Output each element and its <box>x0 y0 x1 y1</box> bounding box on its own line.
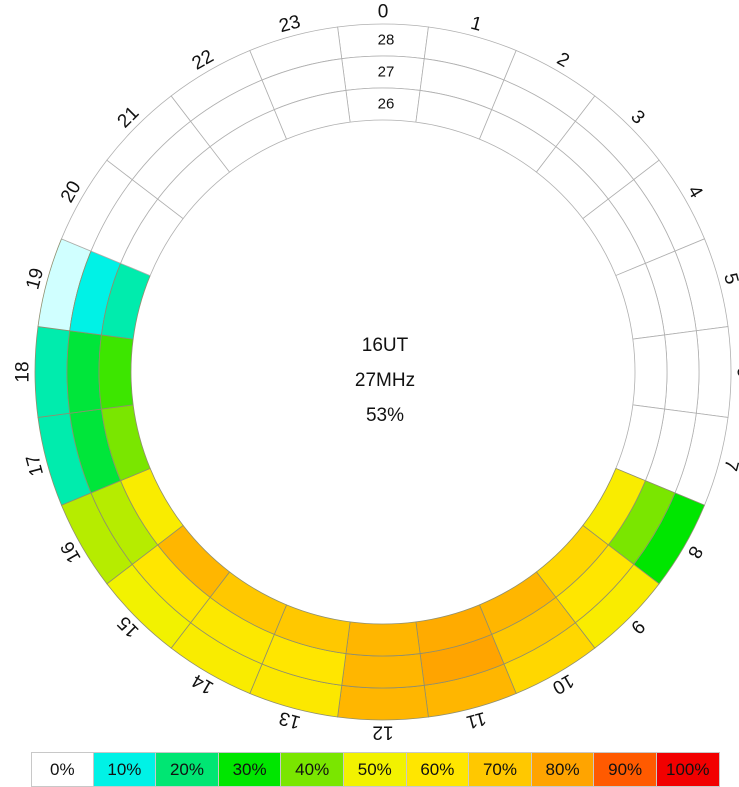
hour-label-23: 23 <box>277 11 303 37</box>
legend-swatch-4: 40% <box>281 752 344 787</box>
hour-label-1: 1 <box>468 13 484 36</box>
center-hour: 16UT <box>270 335 500 357</box>
legend-swatch-8: 80% <box>532 752 595 787</box>
hour-label-4: 4 <box>683 182 707 202</box>
ring-frequency-labels: 28 27 26 <box>378 32 395 113</box>
legend-label: 0% <box>50 760 75 780</box>
hour-label-18: 18 <box>13 361 34 382</box>
ring-cell-28-hour-18 <box>35 327 70 418</box>
legend-swatch-2: 20% <box>156 752 219 787</box>
hour-label-8: 8 <box>683 542 706 562</box>
legend-swatch-1: 10% <box>94 752 157 787</box>
ring-cell-28-hour-6 <box>696 327 731 418</box>
center-frequency: 27MHz <box>270 370 500 392</box>
hour-label-11: 11 <box>464 707 488 732</box>
legend-swatch-5: 50% <box>344 752 407 787</box>
legend-label: 40% <box>295 760 329 780</box>
legend-swatch-7: 70% <box>469 752 532 787</box>
legend-label: 70% <box>483 760 517 780</box>
legend-swatch-9: 90% <box>594 752 657 787</box>
legend-label: 80% <box>546 760 580 780</box>
legend-label: 50% <box>358 760 392 780</box>
hour-label-12: 12 <box>372 722 393 743</box>
legend-swatch-6: 60% <box>407 752 470 787</box>
hour-label-13: 13 <box>277 707 303 733</box>
legend-label: 20% <box>170 760 204 780</box>
ring-cell-27-hour-12 <box>342 654 425 688</box>
legend-label: 100% <box>666 760 709 780</box>
legend-swatch-10: 100% <box>657 752 720 787</box>
hour-label-3: 3 <box>626 106 648 128</box>
legend-swatch-3: 30% <box>219 752 282 787</box>
hour-label-7: 7 <box>719 457 739 473</box>
ring-cell-26-hour-6 <box>633 335 667 409</box>
hour-label-9: 9 <box>626 615 648 637</box>
ring-label-27: 27 <box>378 64 395 81</box>
hour-label-19: 19 <box>22 266 48 292</box>
hour-label-0: 0 <box>378 2 389 23</box>
legend-swatch-0: 0% <box>31 752 94 787</box>
legend-label: 30% <box>233 760 267 780</box>
ring-label-28: 28 <box>378 32 395 49</box>
ring-cell-28-hour-12 <box>338 685 429 720</box>
hour-label-5: 5 <box>719 271 739 287</box>
hour-label-6: 6 <box>733 367 739 378</box>
ring-cell-27-hour-6 <box>665 331 699 414</box>
legend-label: 60% <box>420 760 454 780</box>
legend-label: 10% <box>107 760 141 780</box>
center-probability: 53% <box>270 405 500 427</box>
hour-label-2: 2 <box>553 48 573 71</box>
ring-cell-26-hour-18 <box>99 335 133 409</box>
hour-label-17: 17 <box>22 452 48 478</box>
ring-cell-27-hour-18 <box>67 331 101 414</box>
ring-cell-26-hour-12 <box>346 622 420 656</box>
ring-label-26: 26 <box>378 96 395 113</box>
legend-label: 90% <box>608 760 642 780</box>
color-legend: 0% 10% 20% 30% 40% 50% 60% 70% 80% 90% 100% <box>31 752 720 787</box>
